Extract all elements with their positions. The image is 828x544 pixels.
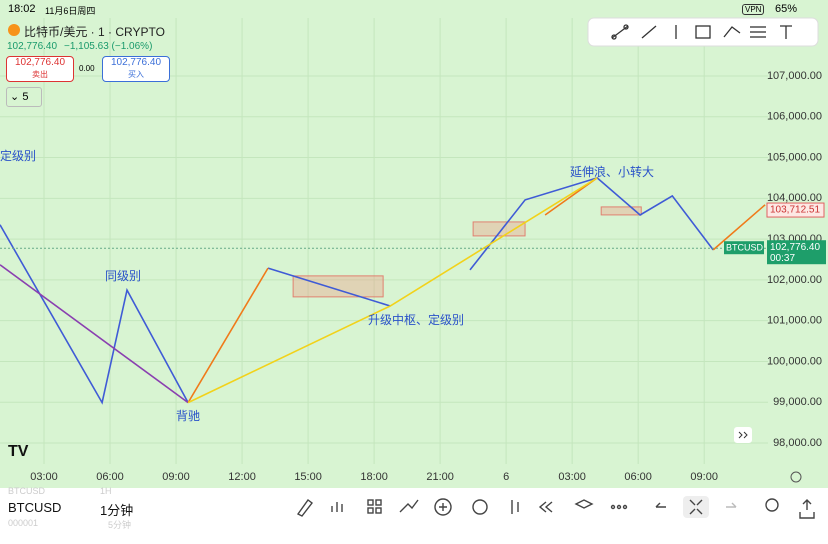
price-tag xyxy=(767,240,826,265)
x-tick-label: 06:00 xyxy=(96,471,124,483)
x-tick-label: 12:00 xyxy=(228,471,256,483)
countdown: 00:37 xyxy=(770,253,795,264)
y-tick-label: 99,000.00 xyxy=(773,396,822,408)
last-marker xyxy=(766,202,825,218)
status-time: 18:02 xyxy=(8,3,36,15)
y-tick-label: 101,000.00 xyxy=(767,315,822,327)
change: −1,105.63 (−1.06%) xyxy=(64,41,153,52)
x-tick-label: 06:00 xyxy=(624,471,652,483)
pivot-box xyxy=(472,221,526,237)
x-tick-label: 03:00 xyxy=(558,471,586,483)
annotation: 背驰 xyxy=(176,409,200,423)
symbol-tag-label: BTCUSD xyxy=(726,243,764,253)
indicator-toggle[interactable]: ⌄ 5 xyxy=(6,87,42,107)
spread: 0.00 xyxy=(79,64,95,73)
x-tick-label: 09:00 xyxy=(690,471,718,483)
last-marker-label: 103,712.51 xyxy=(770,205,820,216)
coin-icon xyxy=(8,24,20,36)
scroll-button[interactable] xyxy=(734,427,752,443)
logo: TV xyxy=(8,443,29,460)
y-tick-label: 104,000.00 xyxy=(767,192,822,204)
symbol-tag xyxy=(724,241,764,255)
drawing-tools[interactable] xyxy=(587,17,819,47)
scroll-icon xyxy=(738,431,748,439)
footer-interval[interactable]: 1分钟 xyxy=(100,503,134,518)
stroke-line xyxy=(0,177,714,405)
symbol[interactable]: 比特币/美元 · 1 · CRYPTO xyxy=(24,25,165,39)
price-label: 102,776.40 xyxy=(770,242,820,253)
pivot-box xyxy=(600,206,642,216)
x-tick-label: 03:00 xyxy=(30,471,58,483)
annotation: 定级别 xyxy=(0,148,36,163)
y-tick-label: 100,000.00 xyxy=(767,355,822,367)
stroke-line xyxy=(187,177,598,404)
battery: 65% xyxy=(775,3,798,15)
annotation: 同级别 xyxy=(105,269,141,283)
vpn: VPN xyxy=(742,4,765,15)
y-tick-label: 106,000.00 xyxy=(767,111,822,123)
sell-price: 102,776.40 xyxy=(14,57,66,68)
y-tick-label: 98,000.00 xyxy=(773,437,822,449)
x-tick-label: 21:00 xyxy=(426,471,454,483)
ghost-interval: 1H xyxy=(100,486,112,496)
ghost-interval2: 5分钟 xyxy=(108,520,132,530)
sell-label: 卖出 xyxy=(32,70,48,79)
stroke-line xyxy=(0,264,189,404)
status-date: 11月6日周四 xyxy=(45,6,96,16)
y-tick-label: 105,000.00 xyxy=(767,151,822,163)
x-tick-label: 09:00 xyxy=(162,471,190,483)
annotation: 延伸浪、小转大 xyxy=(570,164,654,179)
y-tick-label: 107,000.00 xyxy=(767,70,822,82)
buy-price: 102,776.40 xyxy=(110,57,162,68)
x-tick-label: 18:00 xyxy=(360,471,388,483)
sell-button[interactable]: 102,776.40 卖出 xyxy=(6,56,74,82)
x-tick-label: 6 xyxy=(503,471,509,483)
price: 102,776.40 xyxy=(7,41,58,52)
bottom-icons[interactable] xyxy=(296,496,815,519)
tool-icons xyxy=(611,24,792,40)
buy-button[interactable]: 102,776.40 买入 xyxy=(102,56,170,82)
ghost-symbol: BTCUSD xyxy=(8,486,46,496)
buy-label: 买入 xyxy=(128,70,144,79)
stroke-line xyxy=(187,177,766,404)
indicator-count: 5 xyxy=(22,91,29,103)
plot: 98,000.00 99,000.00 100,000.00 101,000.00 10… xyxy=(0,18,826,483)
pivot-box xyxy=(292,275,384,298)
ghost-code: 000001 xyxy=(8,518,39,528)
x-tick-label: 15:00 xyxy=(294,471,322,483)
annotation: 升级中枢、定级别 xyxy=(368,312,464,327)
footer-symbol[interactable]: BTCUSD xyxy=(8,500,62,515)
settings-icon[interactable] xyxy=(790,471,802,483)
y-tick-label: 102,000.00 xyxy=(767,274,822,286)
